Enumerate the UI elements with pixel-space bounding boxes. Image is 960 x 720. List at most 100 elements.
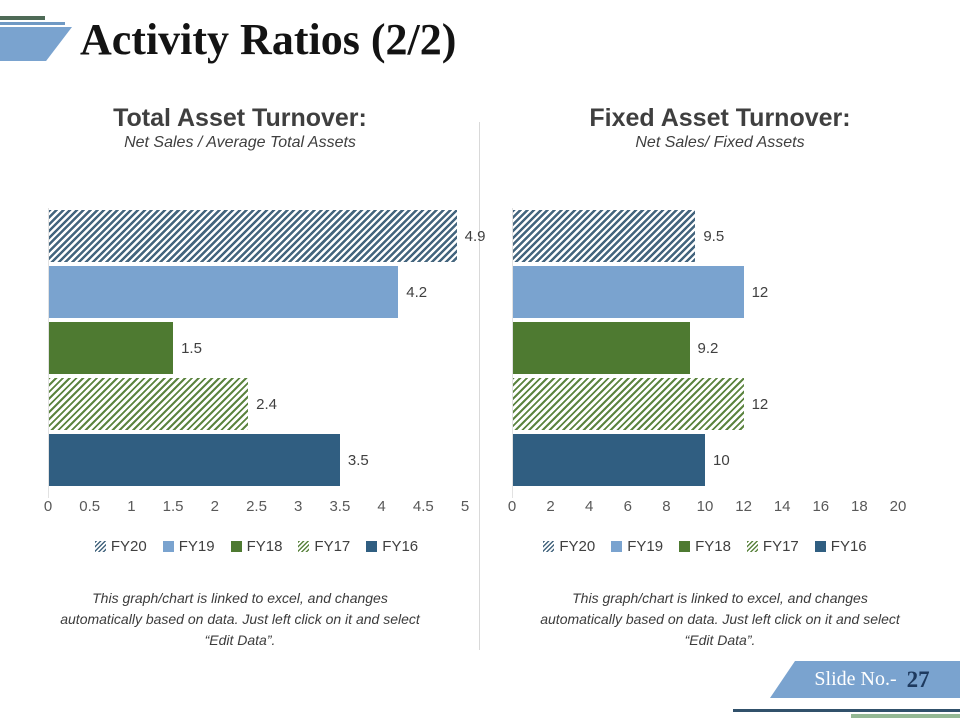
data-label: 12: [751, 283, 769, 301]
legend-swatch: [814, 541, 826, 552]
bar-fy18: [512, 322, 690, 374]
x-tick: 2.5: [246, 498, 267, 515]
x-tick: 16: [812, 498, 830, 515]
legend-item-fy17: FY17: [746, 538, 799, 555]
legend-swatch: [611, 541, 623, 552]
legend-swatch: [746, 541, 758, 552]
chart-note-line: This graph/chart is linked to excel, and…: [572, 590, 868, 606]
chart-title: Fixed Asset Turnover:: [589, 104, 851, 132]
x-tick: 8: [662, 498, 671, 515]
legend-swatch: [366, 541, 378, 552]
data-label: 9.2: [697, 339, 719, 357]
header-accent-blue-line: [0, 22, 65, 25]
x-tick: 18: [851, 498, 868, 515]
bar-fy20: [512, 210, 696, 262]
chart-note-line: automatically based on data. Just left c…: [60, 611, 420, 627]
x-tick: 0: [507, 498, 517, 515]
legend-item-fy20: FY20: [94, 538, 147, 555]
x-tick: 5: [460, 498, 470, 515]
chart-total-asset-turnover[interactable]: Total Asset Turnover: Net Sales / Averag…: [0, 0, 486, 720]
plot-area[interactable]: 4.9 4.2 1.5 2.4 3.5: [48, 208, 486, 498]
legend-label: FY20: [559, 538, 596, 555]
legend-swatch: [679, 541, 691, 552]
legend-label: FY16: [382, 538, 419, 555]
chart-note: This graph/chart is linked to excel, and…: [510, 588, 930, 651]
plot-area[interactable]: 9.5 12 9.2 12 10: [512, 208, 898, 498]
data-label: 1.5: [181, 339, 202, 357]
bar-fy17: [48, 378, 249, 430]
header-accent-green-line: [0, 16, 45, 20]
data-label: 4.9: [464, 227, 486, 245]
charts-divider-line: [479, 122, 480, 650]
x-tick: 1: [127, 498, 136, 515]
legend-item-fy16: FY16: [366, 538, 418, 555]
x-tick: 12: [735, 498, 752, 515]
legend-label: FY16: [830, 538, 867, 555]
legend-item-fy20: FY20: [543, 538, 595, 555]
x-tick: 0.5: [79, 498, 101, 515]
x-axis: 0 2 4 6 8 10 12 14 16 18 20: [508, 498, 907, 516]
x-tick: 4: [585, 498, 594, 515]
legend-item-fy16: FY16: [814, 538, 867, 555]
bar-row: 4.9: [48, 210, 486, 262]
legend-swatch: [162, 541, 174, 552]
x-tick: 14: [773, 498, 791, 515]
chart-title: Total Asset Turnover:: [113, 104, 367, 132]
x-tick: 4: [377, 498, 386, 515]
bar-row: 10: [512, 434, 898, 486]
legend-item-fy19: FY19: [611, 538, 663, 555]
legend-swatch: [94, 541, 106, 552]
bar-row: 3.5: [48, 434, 465, 486]
legend-label: FY18: [246, 538, 283, 555]
x-tick: 10: [696, 498, 714, 515]
x-axis: 0 0.5 1 1.5 2 2.5 3 3.5 4 4.5 5: [44, 498, 469, 516]
chart-fixed-asset-turnover[interactable]: Fixed Asset Turnover: Net Sales/ Fixed A…: [480, 0, 960, 720]
chart-note-line: automatically based on data. Just left c…: [540, 611, 900, 627]
bar-row: 12: [512, 266, 898, 318]
chart-subtitle: Net Sales / Average Total Assets: [124, 134, 356, 151]
bar-row: 4.2: [48, 266, 465, 318]
x-tick: 3.5: [329, 498, 351, 515]
x-tick: 6: [623, 498, 632, 515]
legend-label: FY17: [314, 538, 351, 555]
x-tick: 2: [210, 498, 219, 515]
legend-label: FY17: [762, 538, 799, 555]
bar-row: 1.5: [48, 322, 465, 374]
legend-label: FY18: [695, 538, 731, 555]
slide-number-value: 27: [906, 666, 930, 692]
x-tick: 0: [43, 498, 53, 515]
legend: FY20 FY19 FY18 FY17 FY16: [512, 538, 898, 555]
bar-fy16: [48, 434, 340, 486]
chart-note-line: “Edit Data”.: [684, 632, 756, 648]
legend: FY20 FY19 FY18 FY17 FY16: [48, 538, 465, 555]
data-label: 9.5: [703, 227, 725, 245]
legend-swatch: [298, 541, 310, 552]
x-tick: 1.5: [162, 498, 184, 515]
chart-note-line: “Edit Data”.: [204, 632, 276, 648]
data-label: 3.5: [347, 451, 369, 469]
bar-row: 12: [512, 378, 898, 430]
data-label: 12: [751, 395, 769, 413]
legend-item-fy19: FY19: [162, 538, 215, 555]
x-tick: 4.5: [412, 498, 434, 515]
legend-item-fy17: FY17: [298, 538, 350, 555]
chart-subtitle: Net Sales/ Fixed Assets: [635, 134, 805, 151]
bar-fy20: [48, 210, 457, 262]
legend-item-fy18: FY18: [679, 538, 731, 555]
legend-label: FY19: [178, 538, 215, 555]
slide-number-ribbon: Slide No.- 27: [770, 661, 960, 698]
x-tick: 2: [546, 498, 555, 515]
chart-note-line: This graph/chart is linked to excel, and…: [92, 590, 388, 606]
data-label: 2.4: [256, 395, 278, 413]
data-label: 4.2: [406, 283, 428, 301]
bar-fy18: [48, 322, 174, 374]
bar-fy16: [512, 434, 705, 486]
slide-number-label: Slide No.-: [814, 668, 897, 690]
x-tick: 3: [294, 498, 303, 515]
slide-title: Activity Ratios (2/2): [80, 15, 457, 64]
bar-row: 2.4: [48, 378, 465, 430]
legend-label: FY20: [110, 538, 147, 555]
bar-fy17: [512, 378, 744, 430]
legend-label: FY19: [627, 538, 664, 555]
